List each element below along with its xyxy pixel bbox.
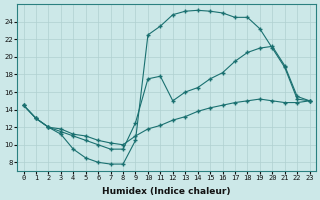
X-axis label: Humidex (Indice chaleur): Humidex (Indice chaleur) <box>102 187 231 196</box>
